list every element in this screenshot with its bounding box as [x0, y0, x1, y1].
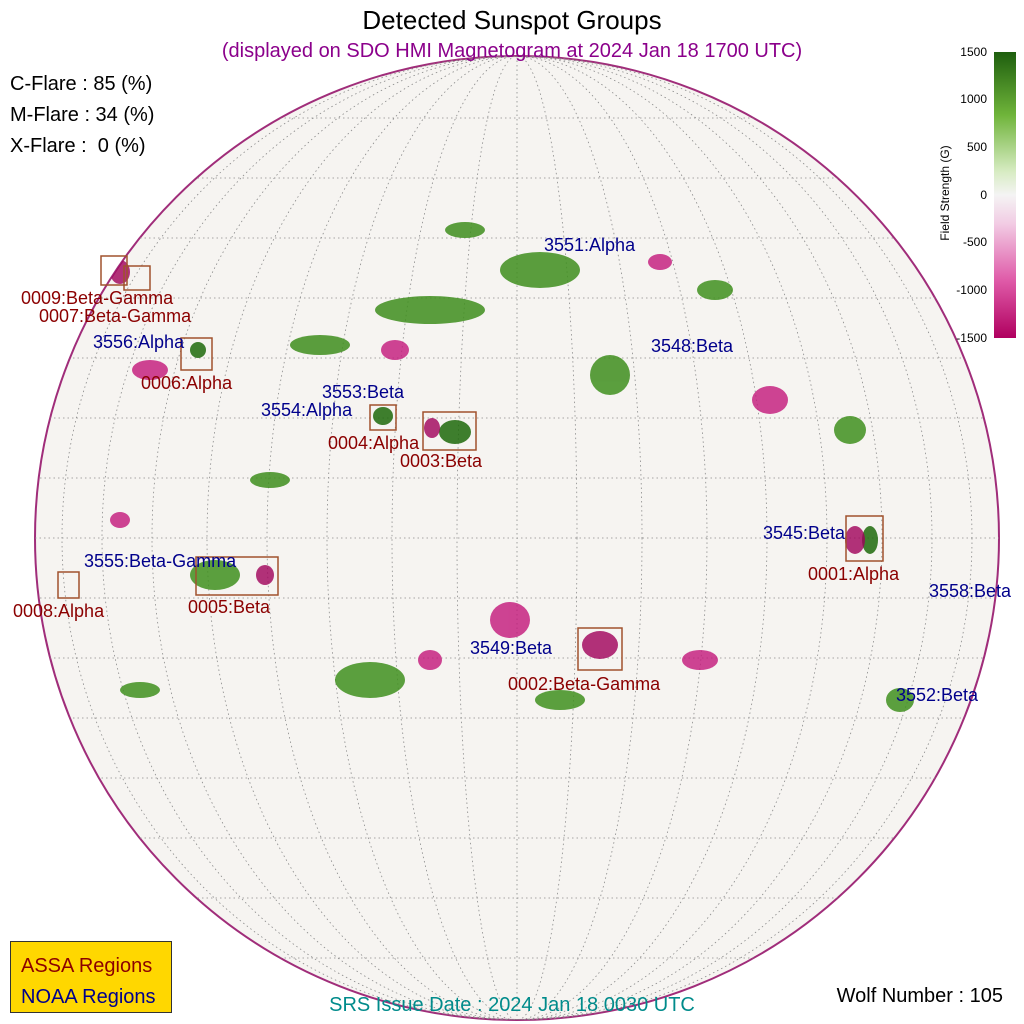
region-box-0008 — [57, 571, 80, 599]
legend-noaa: NOAA Regions — [21, 986, 156, 1008]
page-title: Detected Sunspot Groups — [362, 5, 662, 35]
assa-region-label: 0008:Alpha — [13, 601, 105, 621]
assa-region-label: 0003:Beta — [400, 451, 483, 471]
colorbar-tick: -500 — [962, 235, 987, 249]
region-box-0006 — [180, 337, 213, 371]
noaa-region-label: 3551:Alpha — [544, 235, 636, 255]
srs-issue-date: SRS Issue Date : 2024 Jan 18 0030 UTC — [329, 994, 695, 1016]
colorbar-tick: 0 — [980, 188, 987, 202]
noaa-region-label: 3549:Beta — [470, 638, 553, 658]
colorbar-tick: 1000 — [960, 92, 987, 106]
assa-region-label: 0002:Beta-Gamma — [508, 674, 661, 694]
assa-region-label: 0009:Beta-Gamma — [21, 288, 174, 308]
assa-region-label: 0001:Alpha — [808, 564, 900, 584]
legend-assa: ASSA Regions — [21, 955, 153, 977]
noaa-region-label: 3552:Beta — [896, 685, 979, 705]
field-strength-colorbar — [994, 52, 1016, 338]
region-box-0005 — [195, 556, 279, 596]
region-box-0003 — [422, 411, 477, 451]
magnetic-field-patches — [110, 222, 914, 712]
colorbar-tick: 1500 — [960, 45, 987, 59]
wolf-number: Wolf Number : 105 — [836, 985, 1003, 1007]
assa-region-label: 0006:Alpha — [141, 373, 233, 393]
noaa-region-label: 3548:Beta — [651, 336, 734, 356]
region-box-0007 — [123, 265, 151, 291]
m-flare-probability: M-Flare : 34 (%) — [10, 104, 155, 126]
region-box-0001 — [845, 515, 884, 562]
noaa-region-label: 3555:Beta-Gamma — [84, 551, 237, 571]
page-subtitle: (displayed on SDO HMI Magnetogram at 202… — [221, 40, 803, 62]
region-boxes — [57, 255, 884, 671]
noaa-region-label: 3553:Beta — [322, 382, 405, 402]
region-legend: ASSA Regions NOAA Regions — [10, 941, 172, 1013]
noaa-region-label: 3545:Beta — [763, 523, 846, 543]
region-box-0004 — [369, 404, 397, 431]
assa-region-label: 0007:Beta-Gamma — [39, 306, 192, 326]
noaa-region-label: 3556:Alpha — [93, 332, 185, 352]
assa-region-label: 0005:Beta — [188, 597, 271, 617]
x-flare-probability: X-Flare : 0 (%) — [10, 135, 146, 157]
region-box-0009 — [100, 255, 128, 286]
colorbar-tick: 500 — [966, 140, 987, 154]
noaa-region-label: 3554:Alpha — [261, 400, 353, 420]
noaa-region-label: 3558:Beta — [929, 581, 1012, 601]
c-flare-probability: C-Flare : 85 (%) — [10, 73, 153, 95]
assa-region-label: 0004:Alpha — [328, 433, 420, 453]
heliographic-grid — [35, 56, 999, 1020]
colorbar-tick: -1000 — [956, 283, 987, 297]
region-box-0002 — [577, 627, 623, 671]
colorbar-tick: -1500 — [956, 331, 987, 345]
